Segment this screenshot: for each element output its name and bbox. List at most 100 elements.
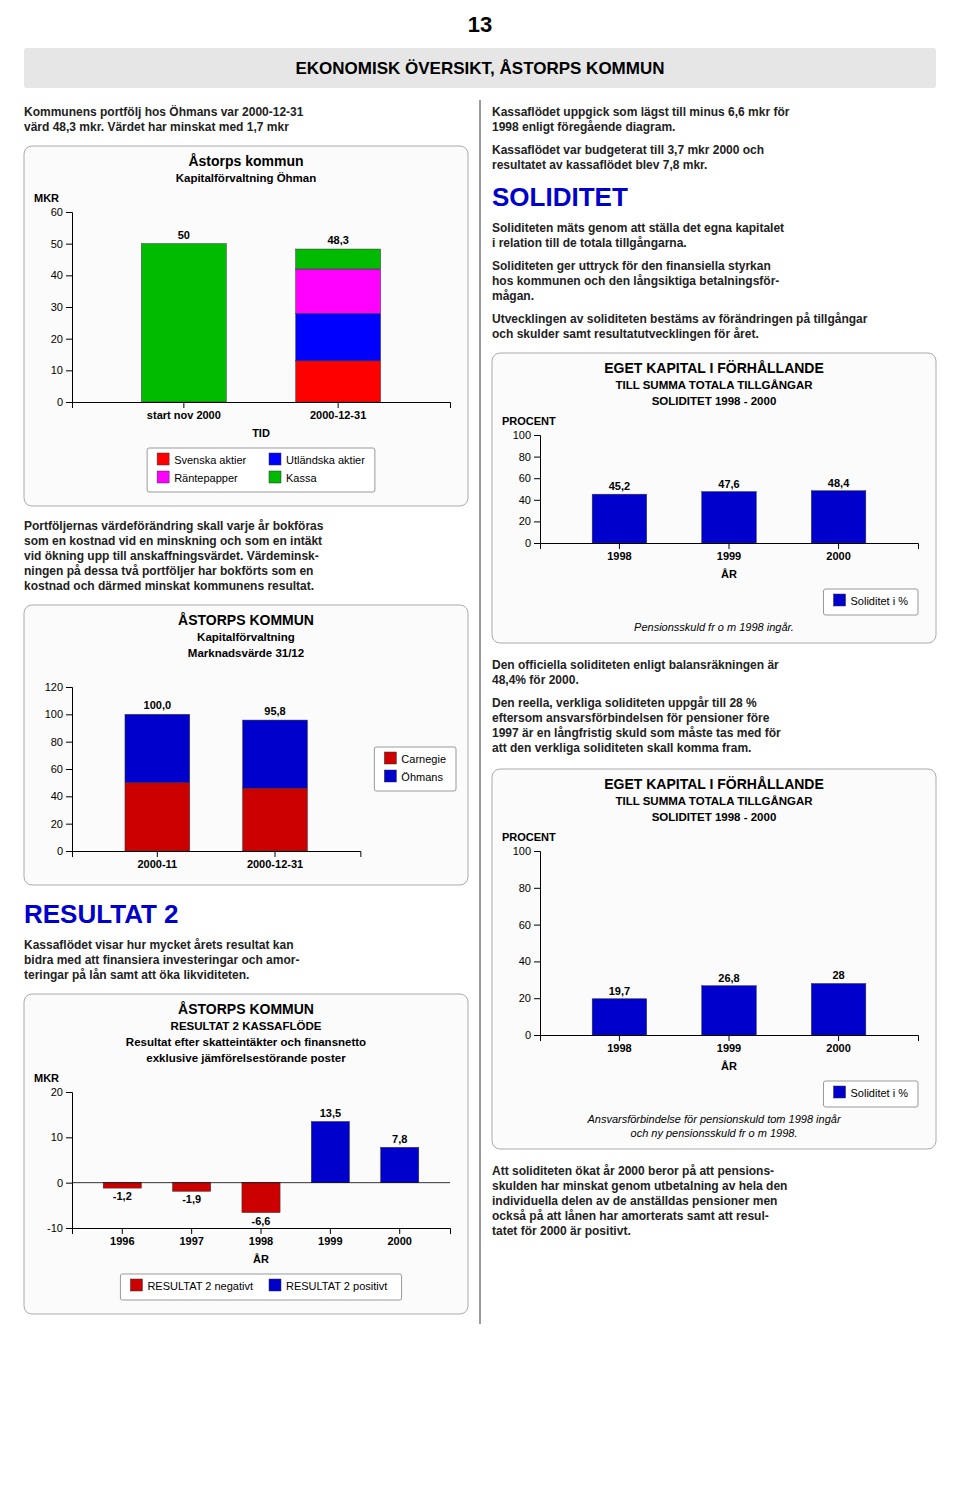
legend-label: Carnegie — [401, 753, 446, 765]
legend-item: Öhmans — [384, 770, 443, 783]
legend-swatch — [269, 1279, 281, 1291]
y-tick-label: 80 — [51, 736, 63, 748]
x-tick: start nov 2000 — [147, 402, 221, 421]
paragraph-line: att den verkliga soliditeten skall komma… — [492, 741, 751, 755]
y-tick-mark — [534, 500, 540, 501]
paragraph-line: Den officiella soliditeten enligt balans… — [492, 658, 779, 672]
y-tick: 80 — [519, 882, 540, 894]
paragraph-line: individuella delen av de anställdas pens… — [492, 1194, 777, 1208]
bar — [296, 269, 381, 313]
paragraph-line: Portföljernas värdeförändring skall varj… — [24, 519, 324, 533]
y-tick-mark — [66, 851, 72, 852]
y-tick-mark — [534, 543, 540, 544]
legend-item: Svenska aktier — [157, 453, 246, 466]
y-tick: 0 — [57, 396, 72, 408]
y-tick-mark — [534, 521, 540, 522]
x-tick: 2000-11 — [137, 851, 177, 870]
x-tick-mark — [157, 851, 158, 857]
x-tick-mark — [729, 543, 730, 549]
data-label: 28 — [832, 969, 844, 981]
x-tick: 1998 — [607, 1035, 631, 1054]
y-tick: 80 — [51, 736, 72, 748]
chart-title: EGET KAPITAL I FÖRHÅLLANDE — [604, 776, 824, 792]
y-tick: 60 — [519, 472, 540, 484]
y-tick: 100 — [513, 429, 540, 441]
y-tick-label: 100 — [513, 845, 531, 857]
y-axis: 020406080100120 — [45, 681, 73, 857]
chart-panel: EGET KAPITAL I FÖRHÅLLANDETILL SUMMA TOT… — [492, 769, 936, 1149]
x-tick: 1996 — [110, 1228, 134, 1247]
y-tick-mark — [66, 244, 72, 245]
bars — [125, 714, 307, 851]
y-tick-label: 100 — [45, 708, 63, 720]
bar — [311, 1121, 349, 1182]
y-tick: 20 — [519, 515, 540, 527]
x-tick: 2000 — [387, 1228, 411, 1247]
y-tick-mark — [66, 1137, 72, 1138]
chart-note: Pensionsskuld fr o m 1998 ingår. — [634, 621, 794, 633]
y-tick-mark — [534, 478, 540, 479]
y-tick: 60 — [51, 206, 72, 218]
page-number: 13 — [468, 12, 492, 37]
y-tick-label: 20 — [51, 1086, 63, 1098]
y-tick-mark — [534, 851, 540, 852]
x-axis-title: TID — [252, 427, 270, 439]
y-tick-label: 0 — [57, 396, 63, 408]
legend-swatch — [269, 453, 281, 465]
chart-panel: EGET KAPITAL I FÖRHÅLLANDETILL SUMMA TOT… — [492, 353, 936, 643]
bars — [103, 1121, 419, 1212]
y-tick: 60 — [51, 763, 72, 775]
x-tick: 1999 — [717, 1035, 741, 1054]
y-tick-mark — [66, 714, 72, 715]
data-label: 47,6 — [718, 478, 739, 490]
x-tick-mark — [619, 543, 620, 549]
x-tick-label: 2000 — [826, 1042, 850, 1054]
data-label: -1,2 — [113, 1190, 132, 1202]
x-axis-line — [73, 403, 451, 409]
legend-frame — [147, 448, 375, 492]
legend-label: Utländska aktier — [286, 454, 365, 466]
y-tick-mark — [66, 307, 72, 308]
y-axis-line — [66, 213, 73, 403]
paragraph-line: Soliditeten ger uttryck för den finansie… — [492, 259, 771, 273]
paragraph-line: mågan. — [492, 289, 534, 303]
header-band — [24, 48, 936, 88]
y-tick-label: 0 — [525, 1029, 531, 1041]
y-tick: 40 — [519, 955, 540, 967]
chart-note: Ansvarsförbindelse för pensionskuld tom … — [586, 1113, 841, 1125]
data-label: 19,7 — [609, 985, 630, 997]
bar — [125, 783, 190, 851]
chart-note: och ny pensionsskuld fr o m 1998. — [631, 1127, 798, 1139]
data-label: -1,9 — [182, 1193, 201, 1205]
y-tick-mark — [66, 769, 72, 770]
chart-subtitle: Resultat efter skatteintäkter och finans… — [126, 1036, 366, 1048]
y-tick: 100 — [45, 708, 72, 720]
y-tick-label: 0 — [525, 537, 531, 549]
paragraph-line: bidra med att finansiera investeringar o… — [24, 953, 299, 967]
x-tick-label: 1999 — [318, 1235, 342, 1247]
paragraph-line: Utvecklingen av soliditeten bestäms av f… — [492, 312, 868, 326]
data-labels: 45,247,648,4 — [609, 477, 850, 492]
x-tick-label: 1999 — [717, 550, 741, 562]
x-tick: 2000 — [826, 1035, 850, 1054]
chart-title: ÅSTORPS KOMMUN — [178, 1001, 314, 1017]
y-tick-mark — [66, 1092, 72, 1093]
y-tick-label: 40 — [519, 494, 531, 506]
x-axis-line — [541, 544, 919, 550]
x-tick-label: 2000-12-31 — [247, 858, 303, 870]
paragraph-line: hos kommunen och den långsiktiga betalni… — [492, 274, 779, 288]
y-axis-title: PROCENT — [502, 831, 556, 843]
y-tick-mark — [534, 925, 540, 926]
paragraph-line: eftersom ansvarsförbindelsen för pension… — [492, 711, 770, 725]
y-tick-mark — [66, 402, 72, 403]
y-axis: 020406080100 — [513, 429, 541, 549]
chart-panel: ÅSTORPS KOMMUNKapitalförvaltningMarknads… — [24, 605, 468, 885]
paragraph-line: värd 48,3 mkr. Värdet har minskat med 1,… — [24, 120, 289, 134]
x-axis-line — [73, 852, 361, 858]
paragraph-line: Att soliditeten ökat år 2000 beror på at… — [492, 1164, 774, 1178]
column-divider — [480, 100, 481, 1324]
y-tick-label: 60 — [519, 472, 531, 484]
chart-subtitle: TILL SUMMA TOTALA TILLGÅNGAR — [615, 379, 813, 391]
paragraph-line: Kommunens portfölj hos Öhmans var 2000-1… — [24, 104, 304, 119]
chart-title: Åstorps kommun — [188, 153, 303, 169]
